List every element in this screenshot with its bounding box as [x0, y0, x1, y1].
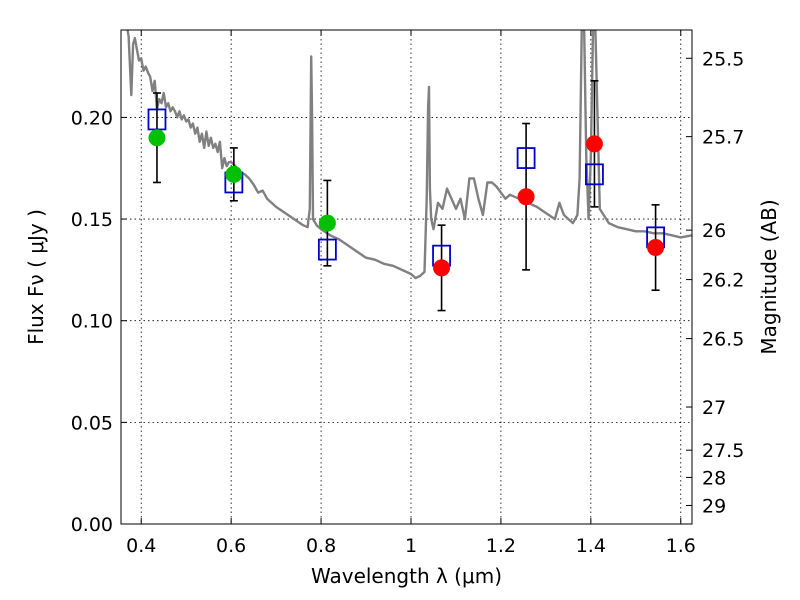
mag-tick-label: 27.5 — [702, 440, 744, 462]
mag-tick-label: 26.2 — [702, 270, 744, 292]
x-tick-label: 0.6 — [216, 535, 246, 557]
observed-flux-point — [517, 188, 535, 206]
y-tick-label: 0.20 — [71, 107, 113, 129]
mag-tick-label: 25.7 — [702, 127, 744, 149]
x-tick-label: 0.4 — [126, 535, 156, 557]
mag-tick-label: 26 — [702, 220, 726, 242]
mag-tick-label: 28 — [702, 467, 726, 489]
x-tick-label: 1.6 — [666, 535, 696, 557]
x-axis-label: Wavelength λ (μm) — [311, 564, 502, 588]
observed-flux-point — [318, 214, 336, 232]
right-axis-label: Magnitude (AB) — [757, 199, 781, 354]
mag-tick-label: 26.5 — [702, 329, 744, 351]
y-axis-label: Flux Fν ( μJy ) — [24, 209, 48, 345]
mag-tick-label: 27 — [702, 397, 726, 419]
model-spectrum-line — [126, 30, 692, 280]
y-tick-label: 0.05 — [71, 412, 113, 434]
observed-flux-point — [585, 135, 603, 153]
axis-ticks: 0.4 0.6 0.8 1 1.2 1.4 1.6 0.00 0.05 0.10 0.15 0.20 2… — [71, 30, 744, 557]
y-tick-label: 0.00 — [71, 514, 113, 536]
x-tick-label: 1.2 — [486, 535, 516, 557]
y-tick-label: 0.15 — [71, 209, 113, 231]
model-photometry-square — [516, 147, 536, 169]
plot-frame — [120, 29, 693, 525]
data-markers — [147, 108, 665, 277]
observed-flux-point — [148, 129, 166, 147]
model-spectrum-layer — [126, 30, 692, 280]
x-tick-label: 1.4 — [576, 535, 606, 557]
mag-tick-label: 29 — [702, 495, 726, 517]
grid-lines — [121, 30, 692, 524]
observed-flux-point — [225, 165, 243, 183]
x-tick-label: 0.8 — [306, 535, 336, 557]
mag-tick-label: 25.5 — [702, 48, 744, 70]
x-tick-label: 1 — [405, 535, 417, 557]
model-photometry-square — [317, 238, 337, 261]
model-photometry-square — [585, 163, 604, 186]
error-bars — [152, 80, 660, 312]
observed-flux-point — [647, 239, 665, 257]
observed-flux-point — [433, 259, 451, 277]
y-tick-label: 0.10 — [71, 311, 113, 333]
